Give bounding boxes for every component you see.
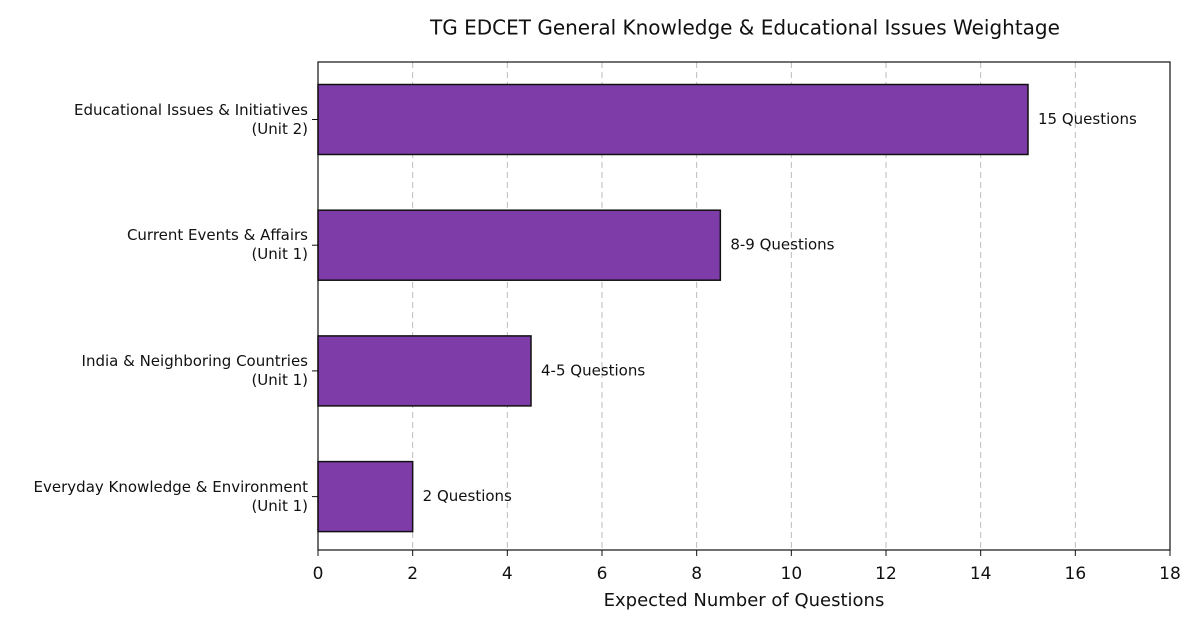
y-tick-label: India & Neighboring Countries (Unit 1): [81, 351, 308, 389]
x-tick-label: 18: [1159, 564, 1181, 584]
x-tick-label: 16: [1065, 564, 1087, 584]
bar: [317, 83, 1029, 156]
x-tick-label: 2: [407, 564, 418, 584]
value-label: 4-5 Questions: [541, 361, 645, 379]
bar: [317, 335, 532, 407]
bar: [317, 460, 414, 533]
x-tick-label: 4: [502, 564, 513, 584]
x-tick-label: 12: [875, 564, 897, 584]
x-axis-label: Expected Number of Questions: [604, 590, 885, 611]
value-label: 8-9 Questions: [730, 236, 834, 254]
x-tick-label: 0: [313, 564, 324, 584]
value-label: 2 Questions: [423, 487, 512, 505]
y-tick-label: Everyday Knowledge & Environment (Unit 1…: [33, 477, 308, 515]
x-tick-label: 6: [597, 564, 608, 584]
plot-frame: [317, 61, 1171, 551]
y-tick-label: Current Events & Affairs (Unit 1): [126, 226, 308, 264]
x-tick-label: 14: [970, 564, 992, 584]
x-tick-label: 8: [691, 564, 702, 584]
value-label: 15 Questions: [1038, 110, 1137, 128]
bar: [317, 209, 722, 281]
y-tick-label: Educational Issues & Initiatives (Unit 2…: [74, 100, 308, 138]
x-tick-label: 10: [781, 564, 803, 584]
chart-title: TG EDCET General Knowledge & Educational…: [429, 16, 1060, 40]
